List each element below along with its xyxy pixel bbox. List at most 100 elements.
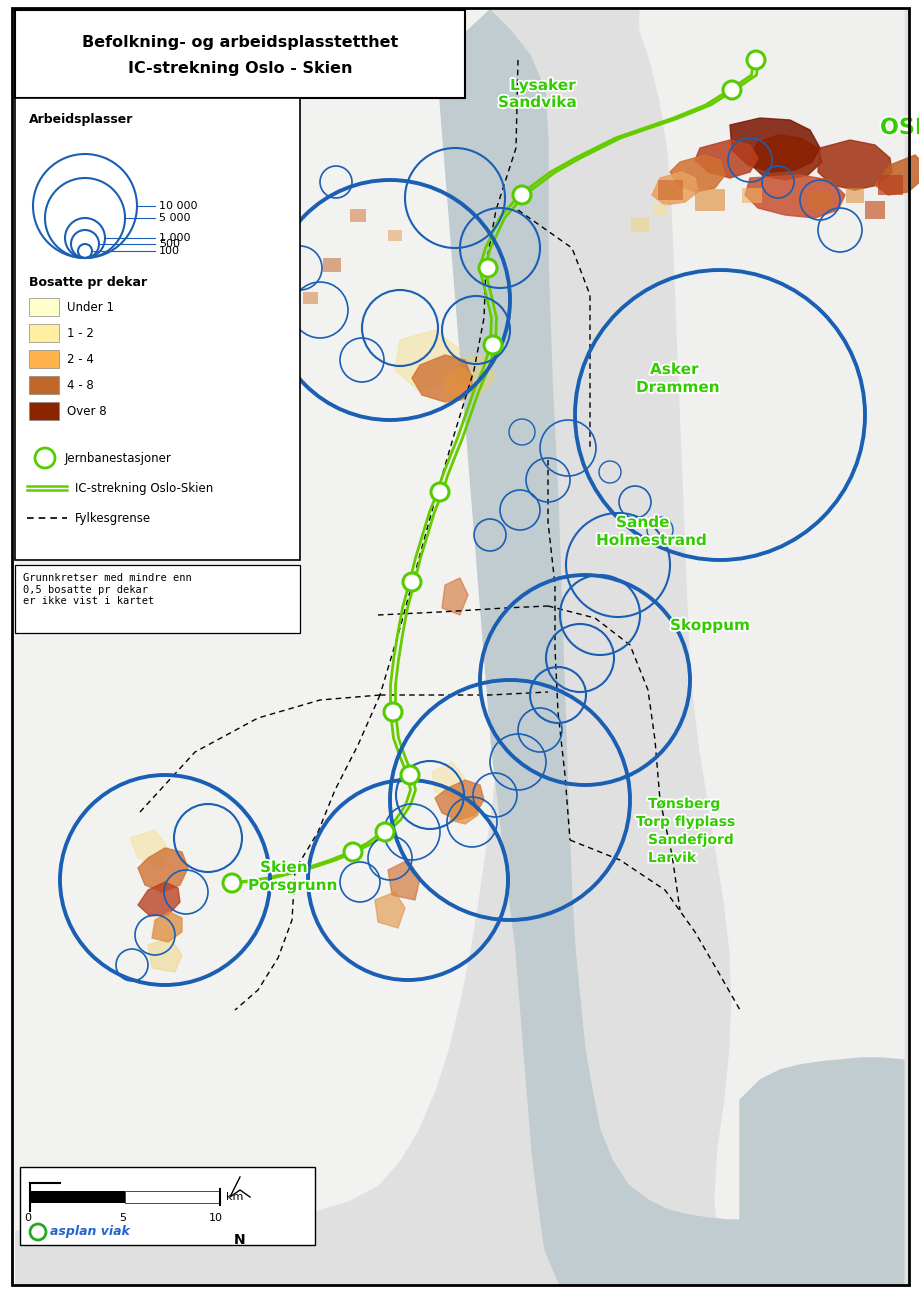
Polygon shape xyxy=(445,368,472,401)
Text: Sandefjord: Sandefjord xyxy=(648,833,733,847)
Text: Torp flyplass: Torp flyplass xyxy=(636,814,735,829)
Polygon shape xyxy=(412,355,472,401)
Text: Tønsberg: Tønsberg xyxy=(648,798,720,811)
Circle shape xyxy=(513,186,531,204)
Polygon shape xyxy=(230,1177,250,1196)
Polygon shape xyxy=(818,140,892,190)
Polygon shape xyxy=(455,355,495,395)
Bar xyxy=(742,187,762,203)
Text: Befolkning- og arbeidsplasstetthet: Befolkning- og arbeidsplasstetthet xyxy=(82,35,398,49)
Bar xyxy=(15,97,300,560)
Bar xyxy=(20,1167,315,1244)
Text: Sande: Sande xyxy=(616,514,669,530)
Polygon shape xyxy=(442,578,468,614)
Text: Under 1: Under 1 xyxy=(67,300,114,313)
Polygon shape xyxy=(748,135,822,181)
Text: 5: 5 xyxy=(119,1213,127,1222)
Bar xyxy=(15,565,300,633)
Text: Over 8: Over 8 xyxy=(67,404,107,417)
Text: IC-strekning Oslo-Skien: IC-strekning Oslo-Skien xyxy=(75,482,213,495)
Text: Sandvika: Sandvika xyxy=(498,95,576,110)
Text: 5 000: 5 000 xyxy=(159,213,190,223)
Text: Jernbanestasjoner: Jernbanestasjoner xyxy=(65,452,172,465)
Bar xyxy=(695,188,725,210)
Bar xyxy=(29,323,59,342)
Text: Drammen: Drammen xyxy=(636,381,720,395)
Polygon shape xyxy=(15,10,548,1230)
Circle shape xyxy=(384,703,402,721)
Circle shape xyxy=(223,874,241,892)
Text: 100: 100 xyxy=(159,246,180,256)
Polygon shape xyxy=(436,10,740,1285)
Text: Fylkesgrense: Fylkesgrense xyxy=(75,512,151,525)
Bar xyxy=(809,191,831,209)
Polygon shape xyxy=(375,892,405,927)
Text: 4 - 8: 4 - 8 xyxy=(67,378,94,391)
Text: Holmestrand: Holmestrand xyxy=(596,533,707,548)
Bar xyxy=(15,10,465,97)
Circle shape xyxy=(403,573,421,591)
Circle shape xyxy=(35,448,55,468)
Bar xyxy=(29,297,59,316)
Text: Lysaker: Lysaker xyxy=(510,78,575,94)
Text: Arbeidsplasser: Arbeidsplasser xyxy=(29,113,133,126)
Polygon shape xyxy=(138,848,188,892)
Polygon shape xyxy=(388,860,420,900)
Text: OSLO: OSLO xyxy=(880,118,919,138)
Text: Larvik: Larvik xyxy=(648,851,696,865)
Text: 0: 0 xyxy=(25,1213,31,1222)
Polygon shape xyxy=(670,155,725,192)
Text: 500: 500 xyxy=(159,239,180,249)
Text: Asker: Asker xyxy=(650,362,698,377)
Polygon shape xyxy=(395,330,460,392)
Bar xyxy=(302,292,317,304)
Circle shape xyxy=(401,766,419,785)
Circle shape xyxy=(431,483,449,501)
Polygon shape xyxy=(640,10,904,1285)
Polygon shape xyxy=(148,938,182,972)
Text: Porsgrunn: Porsgrunn xyxy=(248,878,337,892)
Text: Skoppum: Skoppum xyxy=(670,618,750,633)
Text: 10: 10 xyxy=(209,1213,223,1222)
Text: Skien: Skien xyxy=(260,860,308,876)
Text: asplan viak: asplan viak xyxy=(50,1225,130,1238)
Circle shape xyxy=(376,824,394,840)
Text: Bosatte pr dekar: Bosatte pr dekar xyxy=(29,275,147,288)
Circle shape xyxy=(344,843,362,861)
Polygon shape xyxy=(435,779,484,820)
Polygon shape xyxy=(432,763,465,800)
Bar xyxy=(323,259,341,271)
Text: IC-strekning Oslo - Skien: IC-strekning Oslo - Skien xyxy=(128,61,352,75)
Bar xyxy=(631,218,649,233)
Polygon shape xyxy=(652,171,698,205)
Bar xyxy=(262,353,274,362)
Polygon shape xyxy=(450,795,478,824)
Text: 1 000: 1 000 xyxy=(159,233,190,243)
Circle shape xyxy=(484,336,502,355)
Polygon shape xyxy=(130,830,168,868)
Polygon shape xyxy=(875,155,919,195)
Text: Grunnkretser med mindre enn
0,5 bosatte pr dekar
er ikke vist i kartet: Grunnkretser med mindre enn 0,5 bosatte … xyxy=(23,573,192,607)
Bar xyxy=(29,401,59,420)
Polygon shape xyxy=(138,882,180,916)
Polygon shape xyxy=(695,140,758,178)
Polygon shape xyxy=(152,912,182,942)
Bar xyxy=(652,204,667,216)
Polygon shape xyxy=(745,175,845,218)
Bar xyxy=(657,181,683,200)
Bar xyxy=(846,187,864,203)
Bar xyxy=(350,209,366,222)
Bar xyxy=(281,322,295,334)
Bar xyxy=(125,1191,220,1203)
Circle shape xyxy=(723,81,741,99)
Text: 10 000: 10 000 xyxy=(159,201,198,210)
Polygon shape xyxy=(740,1057,904,1285)
Bar xyxy=(30,1191,125,1203)
Circle shape xyxy=(747,51,765,69)
Text: km: km xyxy=(226,1192,244,1202)
Text: 1 - 2: 1 - 2 xyxy=(67,326,94,339)
Bar xyxy=(29,349,59,368)
Circle shape xyxy=(479,259,497,277)
Bar xyxy=(388,230,402,240)
Bar xyxy=(29,375,59,394)
